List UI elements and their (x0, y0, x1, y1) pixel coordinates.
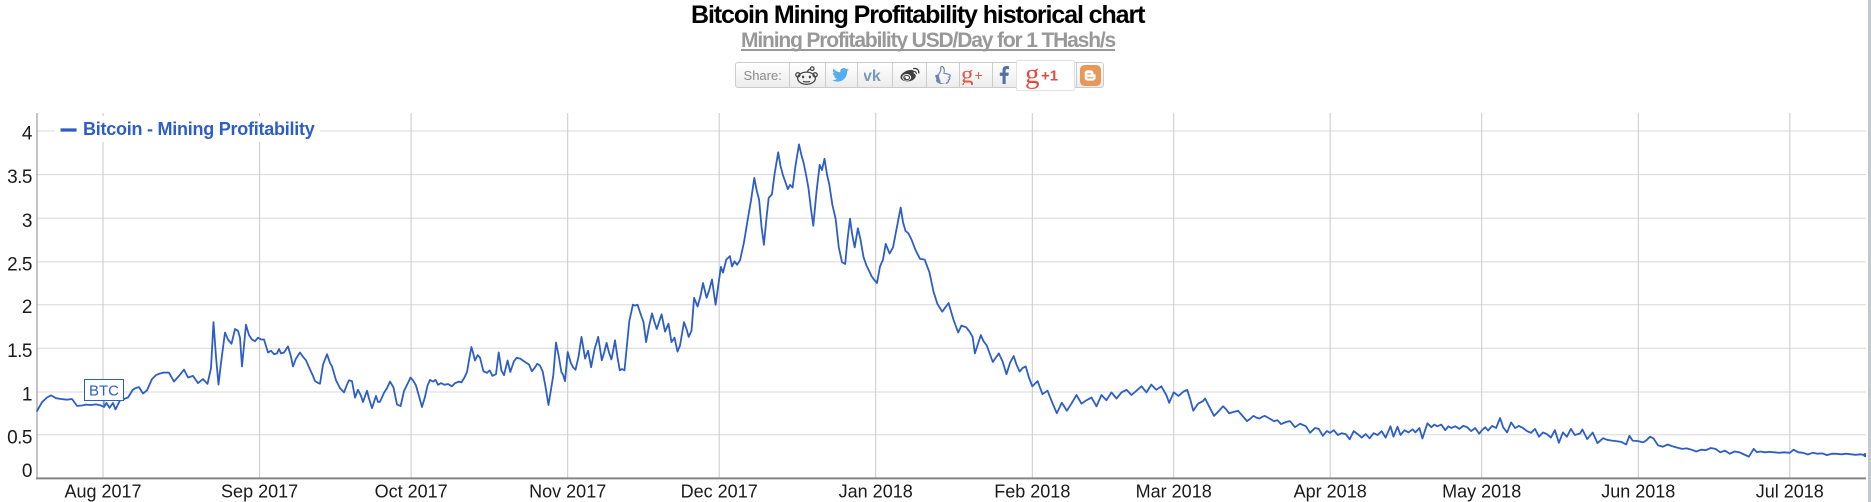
svg-text:Nov 2017: Nov 2017 (529, 482, 606, 502)
svg-text:1.5: 1.5 (7, 341, 32, 362)
svg-text:Oct 2017: Oct 2017 (375, 482, 448, 502)
svg-text:2: 2 (22, 297, 32, 318)
svg-text:Dec 2017: Dec 2017 (681, 482, 758, 502)
svg-text:1: 1 (22, 385, 32, 406)
svg-text:Jun 2018: Jun 2018 (1601, 482, 1675, 502)
svg-text:Feb 2018: Feb 2018 (994, 482, 1070, 502)
svg-text:BTC: BTC (89, 383, 119, 400)
svg-text:3.5: 3.5 (7, 167, 32, 188)
svg-text:3: 3 (22, 211, 32, 232)
svg-text:4: 4 (22, 124, 33, 145)
svg-text:Jul 2018: Jul 2018 (1756, 482, 1824, 502)
svg-text:Aug 2017: Aug 2017 (64, 482, 141, 502)
svg-text:g: g (961, 65, 974, 85)
svg-text:May 2018: May 2018 (1442, 482, 1521, 502)
svg-text:+: + (975, 67, 983, 83)
svg-text:+1: +1 (1041, 68, 1058, 85)
svg-text:Jan 2018: Jan 2018 (839, 482, 913, 502)
svg-text:0: 0 (22, 461, 32, 482)
svg-text:g: g (1025, 61, 1040, 89)
svg-text:vk: vk (864, 69, 881, 82)
svg-text:Sep 2017: Sep 2017 (221, 482, 298, 502)
svg-text:2.5: 2.5 (7, 254, 32, 275)
svg-text:Apr 2018: Apr 2018 (1294, 482, 1367, 502)
svg-text:Bitcoin - Mining Profitability: Bitcoin - Mining Profitability (83, 119, 315, 139)
svg-text:0.5: 0.5 (7, 427, 32, 448)
svg-text:Mar 2018: Mar 2018 (1136, 482, 1212, 502)
